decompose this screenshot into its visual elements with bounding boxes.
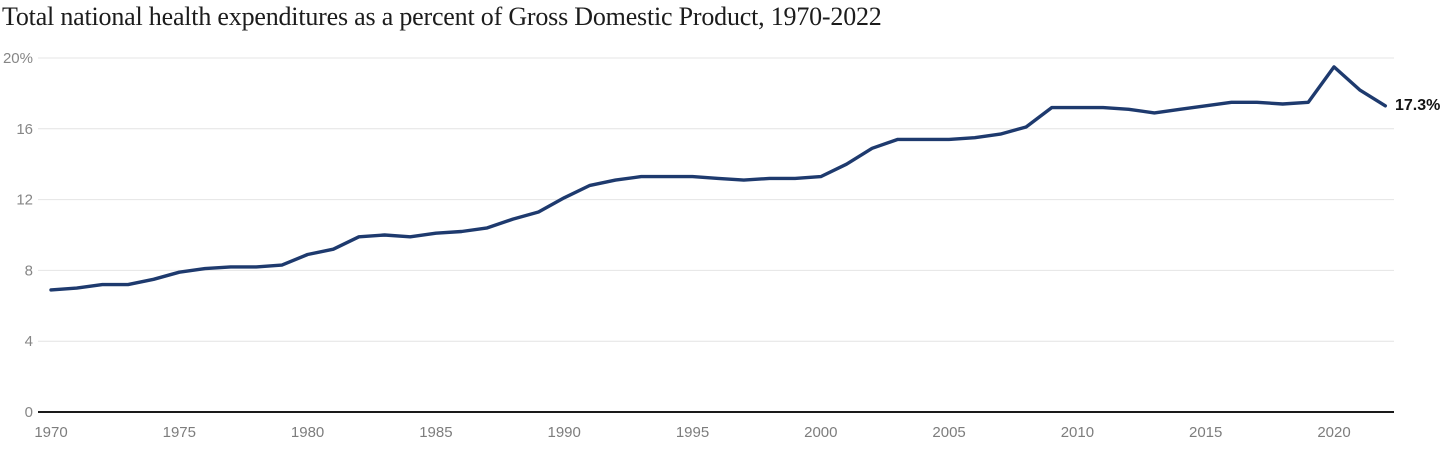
end-value-label: 17.3% (1395, 97, 1441, 114)
x-tick-label: 2000 (804, 424, 837, 441)
x-tick-label: 1970 (34, 424, 67, 441)
chart-title: Total national health expenditures as a … (2, 2, 882, 31)
x-tick-label: 1980 (291, 424, 324, 441)
y-tick-label: 4 (25, 333, 33, 350)
x-tick-label: 2010 (1061, 424, 1094, 441)
x-tick-label: 1985 (419, 424, 452, 441)
y-tick-label: 20% (3, 50, 33, 67)
x-tick-label: 2015 (1189, 424, 1222, 441)
y-tick-label: 8 (25, 262, 33, 279)
x-tick-label: 1995 (676, 424, 709, 441)
x-tick-label: 1975 (163, 424, 196, 441)
data-line (49, 65, 1388, 292)
y-tick-label: 0 (25, 404, 33, 421)
x-tick-label: 2005 (932, 424, 965, 441)
y-tick-label: 16 (16, 121, 33, 138)
y-tick-label: 12 (16, 192, 33, 209)
x-tick-label: 2020 (1317, 424, 1350, 441)
x-tick-label: 1990 (548, 424, 581, 441)
